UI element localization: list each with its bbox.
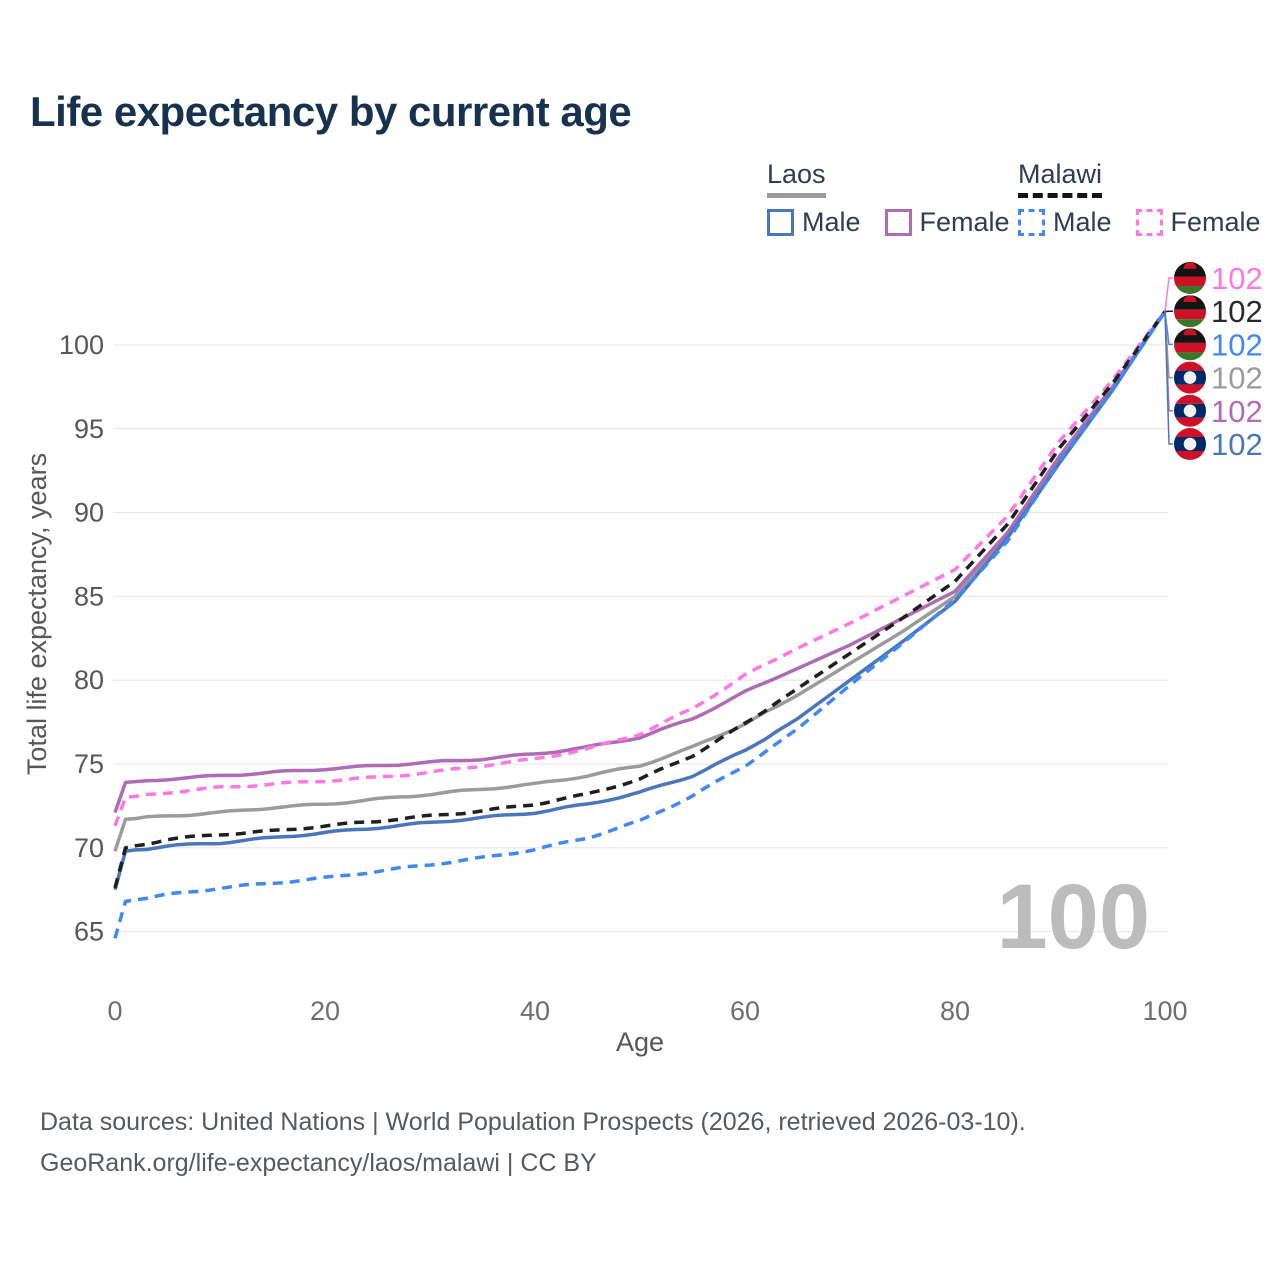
x-axis-title: Age — [616, 1027, 664, 1057]
series-line-laos-female[interactable] — [113, 310, 1167, 814]
chart-title: Life expectancy by current age — [30, 88, 632, 135]
malawi-flag-icon — [1174, 295, 1206, 328]
end-label-value-malawi: 102 — [1211, 294, 1263, 329]
x-tick-label-0: 0 — [107, 996, 122, 1026]
series-line-laos-male[interactable] — [113, 310, 1167, 891]
malawi-flag-icon — [1174, 328, 1206, 361]
y-tick-label-70: 70 — [74, 833, 104, 863]
x-tick-label-20: 20 — [310, 996, 340, 1026]
series-line-malawi-male[interactable] — [113, 310, 1167, 939]
y-tick-label-100: 100 — [59, 330, 104, 360]
y-tick-label-95: 95 — [74, 414, 104, 444]
footer-attribution-line: GeoRank.org/life-expectancy/laos/malawi … — [40, 1149, 597, 1177]
series-line-laos[interactable] — [113, 310, 1167, 852]
legend-item-malawi-female[interactable]: Female — [1135, 206, 1261, 238]
legend-group-malawi: Malawi Male Female — [1018, 159, 1261, 238]
legend-item-label: Female — [1170, 206, 1261, 237]
x-tick-label-60: 60 — [730, 996, 760, 1026]
laos-flag-icon — [1174, 394, 1206, 427]
legend-item-label: Male — [802, 206, 861, 237]
end-label-connector-malawi-female — [1164, 277, 1173, 312]
malawi-male-swatch-icon — [1018, 208, 1045, 236]
age-watermark: 100 — [997, 866, 1151, 968]
footer: Data sources: United Nations | World Pop… — [40, 1102, 1026, 1184]
legend-item-label: Male — [1053, 206, 1112, 237]
y-axis-title: Total life expectancy, years — [22, 453, 52, 775]
laos-flag-icon — [1174, 361, 1206, 394]
end-label-value-malawi-male: 102 — [1211, 327, 1263, 362]
laos-flag-icon — [1174, 428, 1206, 460]
legend-item-laos-female[interactable]: Female — [884, 206, 1010, 238]
series-line-malawi[interactable] — [113, 310, 1167, 889]
legend-item-malawi-male[interactable]: Male — [1018, 207, 1112, 238]
x-tick-label-100: 100 — [1142, 996, 1187, 1026]
end-label-connector-laos-male — [1164, 311, 1173, 445]
series-line-malawi-female[interactable] — [113, 310, 1167, 827]
x-tick-label-80: 80 — [940, 996, 970, 1026]
legend-item-laos-male[interactable]: Male — [767, 207, 861, 238]
end-label-value-laos: 102 — [1211, 361, 1263, 396]
end-label-value-malawi-female: 102 — [1211, 261, 1263, 296]
end-label-value-laos-female: 102 — [1211, 394, 1263, 429]
y-tick-label-85: 85 — [74, 581, 104, 611]
end-label-value-laos-male: 102 — [1211, 427, 1263, 462]
footer-sources-line: Data sources: United Nations | World Pop… — [40, 1108, 1026, 1136]
malawi-female-swatch-icon — [1135, 208, 1163, 236]
legend-heading-malawi: Malawi — [1018, 159, 1103, 198]
y-tick-label-80: 80 — [74, 665, 104, 695]
y-tick-label-75: 75 — [74, 749, 104, 779]
malawi-flag-icon — [1174, 262, 1206, 294]
y-tick-label-90: 90 — [74, 498, 104, 528]
x-tick-label-40: 40 — [520, 996, 550, 1026]
legend-heading-laos: Laos — [767, 159, 826, 198]
legend-item-label: Female — [919, 206, 1010, 237]
y-tick-label-65: 65 — [74, 917, 104, 947]
legend-group-laos: Laos Male Female — [767, 159, 1010, 238]
laos-female-swatch-icon — [884, 208, 912, 236]
laos-male-swatch-icon — [767, 208, 794, 236]
